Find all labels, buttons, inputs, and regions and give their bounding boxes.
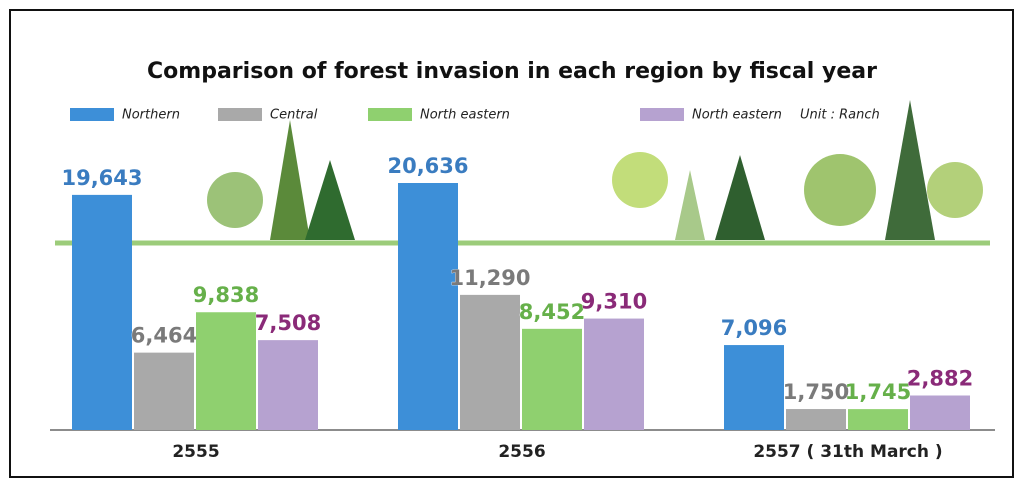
value-label: 1,745 (845, 380, 911, 404)
bar (258, 340, 318, 430)
legend-label: North eastern (692, 108, 782, 123)
bar (134, 353, 194, 430)
bar (724, 345, 784, 430)
bar (460, 295, 520, 430)
bar (522, 329, 582, 430)
value-label: 9,310 (581, 290, 647, 314)
chart: Comparison of forest invasion in each re… (0, 0, 1024, 488)
value-label: 7,508 (255, 311, 321, 335)
x-tick-label: 2556 (498, 442, 545, 462)
bar (584, 319, 644, 430)
legend-swatch (368, 108, 412, 121)
value-label: 6,464 (131, 324, 197, 348)
value-label: 19,643 (61, 166, 142, 190)
legend-swatch (70, 108, 114, 121)
bar (196, 312, 256, 430)
value-label: 7,096 (721, 316, 787, 340)
value-label: 8,452 (519, 300, 585, 324)
bar (910, 396, 970, 430)
tree (927, 162, 983, 218)
legend-label: Central (270, 108, 318, 123)
value-label: 1,750 (783, 380, 849, 404)
legend-label: North eastern (420, 108, 510, 123)
tree (612, 152, 668, 208)
legend-swatch (640, 108, 684, 121)
chart-title: Comparison of forest invasion in each re… (147, 59, 877, 84)
unit-label: Unit : Ranch (800, 108, 880, 123)
legend-label: Northern (122, 108, 180, 123)
legend-swatch (218, 108, 262, 121)
value-label: 2,882 (907, 367, 973, 391)
bar (848, 409, 908, 430)
bar (786, 409, 846, 430)
tree (207, 172, 263, 228)
bar (72, 195, 132, 430)
value-label: 11,290 (449, 266, 530, 290)
tree (804, 154, 876, 226)
x-tick-label: 2557 ( 31th March ) (753, 442, 942, 462)
value-label: 9,838 (193, 283, 259, 307)
bar (398, 183, 458, 430)
x-tick-label: 2555 (172, 442, 219, 462)
value-label: 20,636 (387, 154, 468, 178)
